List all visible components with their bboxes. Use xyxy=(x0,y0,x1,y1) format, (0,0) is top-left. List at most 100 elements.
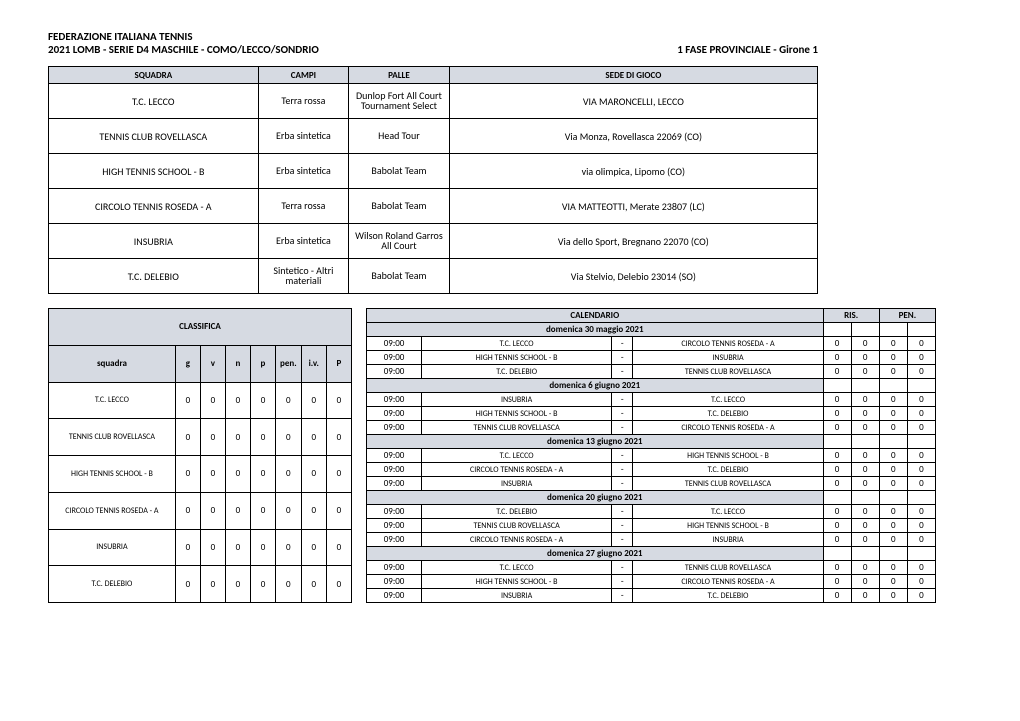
match-score-0: 0 xyxy=(823,575,851,589)
match-score-1: 0 xyxy=(851,393,879,407)
classifica-cell-p: 0 xyxy=(250,382,275,419)
calendar-match-row: 09:00T.C. LECCO-HIGH TENNIS SCHOOL - B00… xyxy=(367,449,936,463)
teams-cell-campi: Erba sintetica xyxy=(258,224,349,259)
calendar-match-row: 09:00INSUBRIA-T.C. LECCO0000 xyxy=(367,393,936,407)
teams-row: T.C. DELEBIOSintetico - Altri materialiB… xyxy=(49,259,818,294)
match-time: 09:00 xyxy=(367,421,422,435)
match-score-1: 0 xyxy=(851,449,879,463)
match-home: HIGH TENNIS SCHOOL - B xyxy=(422,407,612,421)
calendar-empty xyxy=(823,379,851,393)
teams-cell-palle: Wilson Roland Garros All Court xyxy=(349,224,450,259)
match-score-3: 0 xyxy=(907,463,935,477)
calendar-match-row: 09:00TENNIS CLUB ROVELLASCA-CIRCOLO TENN… xyxy=(367,421,936,435)
cl-col-v: v xyxy=(200,345,225,382)
match-score-3: 0 xyxy=(907,449,935,463)
teams-col-squadra: SQUADRA xyxy=(49,67,259,84)
calendar-empty xyxy=(879,323,907,337)
classifica-cell-n: 0 xyxy=(225,529,250,566)
classifica-cell-pen: 0 xyxy=(276,529,302,566)
match-time: 09:00 xyxy=(367,337,422,351)
teams-cell-squadra: TENNIS CLUB ROVELLASCA xyxy=(49,119,259,154)
match-score-1: 0 xyxy=(851,533,879,547)
match-dash: - xyxy=(612,449,633,463)
classifica-cell-squadra: TENNIS CLUB ROVELLASCA xyxy=(49,419,176,456)
classifica-row: INSUBRIA0000000 xyxy=(49,529,352,566)
classifica-row: HIGH TENNIS SCHOOL - B0000000 xyxy=(49,456,352,493)
classifica-title: CLASSIFICA xyxy=(49,309,352,346)
teams-cell-squadra: T.C. LECCO xyxy=(49,84,259,119)
classifica-cell-iv: 0 xyxy=(301,456,326,493)
match-score-2: 0 xyxy=(879,533,907,547)
classifica-cell-P: 0 xyxy=(326,382,351,419)
match-score-0: 0 xyxy=(823,351,851,365)
match-score-2: 0 xyxy=(879,575,907,589)
match-away: CIRCOLO TENNIS ROSEDA - A xyxy=(633,421,823,435)
match-time: 09:00 xyxy=(367,477,422,491)
match-away: T.C. DELEBIO xyxy=(633,407,823,421)
match-time: 09:00 xyxy=(367,575,422,589)
calendar-date-row: domenica 30 maggio 2021 xyxy=(367,323,936,337)
match-dash: - xyxy=(612,365,633,379)
match-time: 09:00 xyxy=(367,561,422,575)
classifica-cell-v: 0 xyxy=(200,566,225,603)
classifica-cell-g: 0 xyxy=(175,529,200,566)
match-away: T.C. LECCO xyxy=(633,393,823,407)
classifica-cell-pen: 0 xyxy=(276,382,302,419)
classifica-cell-g: 0 xyxy=(175,456,200,493)
calendar-match-row: 09:00T.C. LECCO-TENNIS CLUB ROVELLASCA00… xyxy=(367,561,936,575)
calendar-pen: PEN. xyxy=(879,309,935,323)
teams-cell-sede: Via Monza, Rovellasca 22069 (CO) xyxy=(449,119,817,154)
classifica-cell-v: 0 xyxy=(200,456,225,493)
match-score-1: 0 xyxy=(851,519,879,533)
calendar-date-row: domenica 27 giugno 2021 xyxy=(367,547,936,561)
classifica-cell-p: 0 xyxy=(250,566,275,603)
match-score-3: 0 xyxy=(907,421,935,435)
match-score-0: 0 xyxy=(823,505,851,519)
calendar-match-row: 09:00HIGH TENNIS SCHOOL - B-CIRCOLO TENN… xyxy=(367,575,936,589)
classifica-cell-P: 0 xyxy=(326,419,351,456)
match-score-0: 0 xyxy=(823,393,851,407)
match-score-1: 0 xyxy=(851,421,879,435)
classifica-cell-iv: 0 xyxy=(301,566,326,603)
match-score-3: 0 xyxy=(907,365,935,379)
classifica-cell-p: 0 xyxy=(250,456,275,493)
match-score-3: 0 xyxy=(907,351,935,365)
match-score-3: 0 xyxy=(907,477,935,491)
calendar-empty xyxy=(907,379,935,393)
match-score-2: 0 xyxy=(879,519,907,533)
calendar-empty xyxy=(879,547,907,561)
classifica-cell-pen: 0 xyxy=(276,456,302,493)
match-time: 09:00 xyxy=(367,519,422,533)
calendar-match-row: 09:00T.C. DELEBIO-TENNIS CLUB ROVELLASCA… xyxy=(367,365,936,379)
classifica-cell-n: 0 xyxy=(225,492,250,529)
match-home: TENNIS CLUB ROVELLASCA xyxy=(422,421,612,435)
match-away: CIRCOLO TENNIS ROSEDA - A xyxy=(633,337,823,351)
header-line2-left: 2021 LOMB - SERIE D4 MASCHILE - COMO/LEC… xyxy=(48,43,319,56)
classifica-cell-iv: 0 xyxy=(301,529,326,566)
classifica-cell-v: 0 xyxy=(200,529,225,566)
teams-cell-palle: Head Tour xyxy=(349,119,450,154)
match-away: TENNIS CLUB ROVELLASCA xyxy=(633,561,823,575)
teams-cell-campi: Erba sintetica xyxy=(258,119,349,154)
match-dash: - xyxy=(612,407,633,421)
match-score-1: 0 xyxy=(851,351,879,365)
classifica-cell-v: 0 xyxy=(200,492,225,529)
match-score-2: 0 xyxy=(879,589,907,603)
match-home: CIRCOLO TENNIS ROSEDA - A xyxy=(422,533,612,547)
classifica-cell-P: 0 xyxy=(326,529,351,566)
match-home: TENNIS CLUB ROVELLASCA xyxy=(422,519,612,533)
match-score-2: 0 xyxy=(879,477,907,491)
match-home: T.C. DELEBIO xyxy=(422,365,612,379)
calendar-ris: RIS. xyxy=(823,309,879,323)
teams-cell-campi: Terra rossa xyxy=(258,189,349,224)
cl-col-P: P xyxy=(326,345,351,382)
teams-col-campi: CAMPI xyxy=(258,67,349,84)
match-time: 09:00 xyxy=(367,505,422,519)
classifica-cell-pen: 0 xyxy=(276,492,302,529)
calendar-empty xyxy=(879,435,907,449)
match-score-1: 0 xyxy=(851,337,879,351)
classifica-cell-p: 0 xyxy=(250,419,275,456)
classifica-cell-squadra: CIRCOLO TENNIS ROSEDA - A xyxy=(49,492,176,529)
match-score-3: 0 xyxy=(907,533,935,547)
match-score-0: 0 xyxy=(823,463,851,477)
